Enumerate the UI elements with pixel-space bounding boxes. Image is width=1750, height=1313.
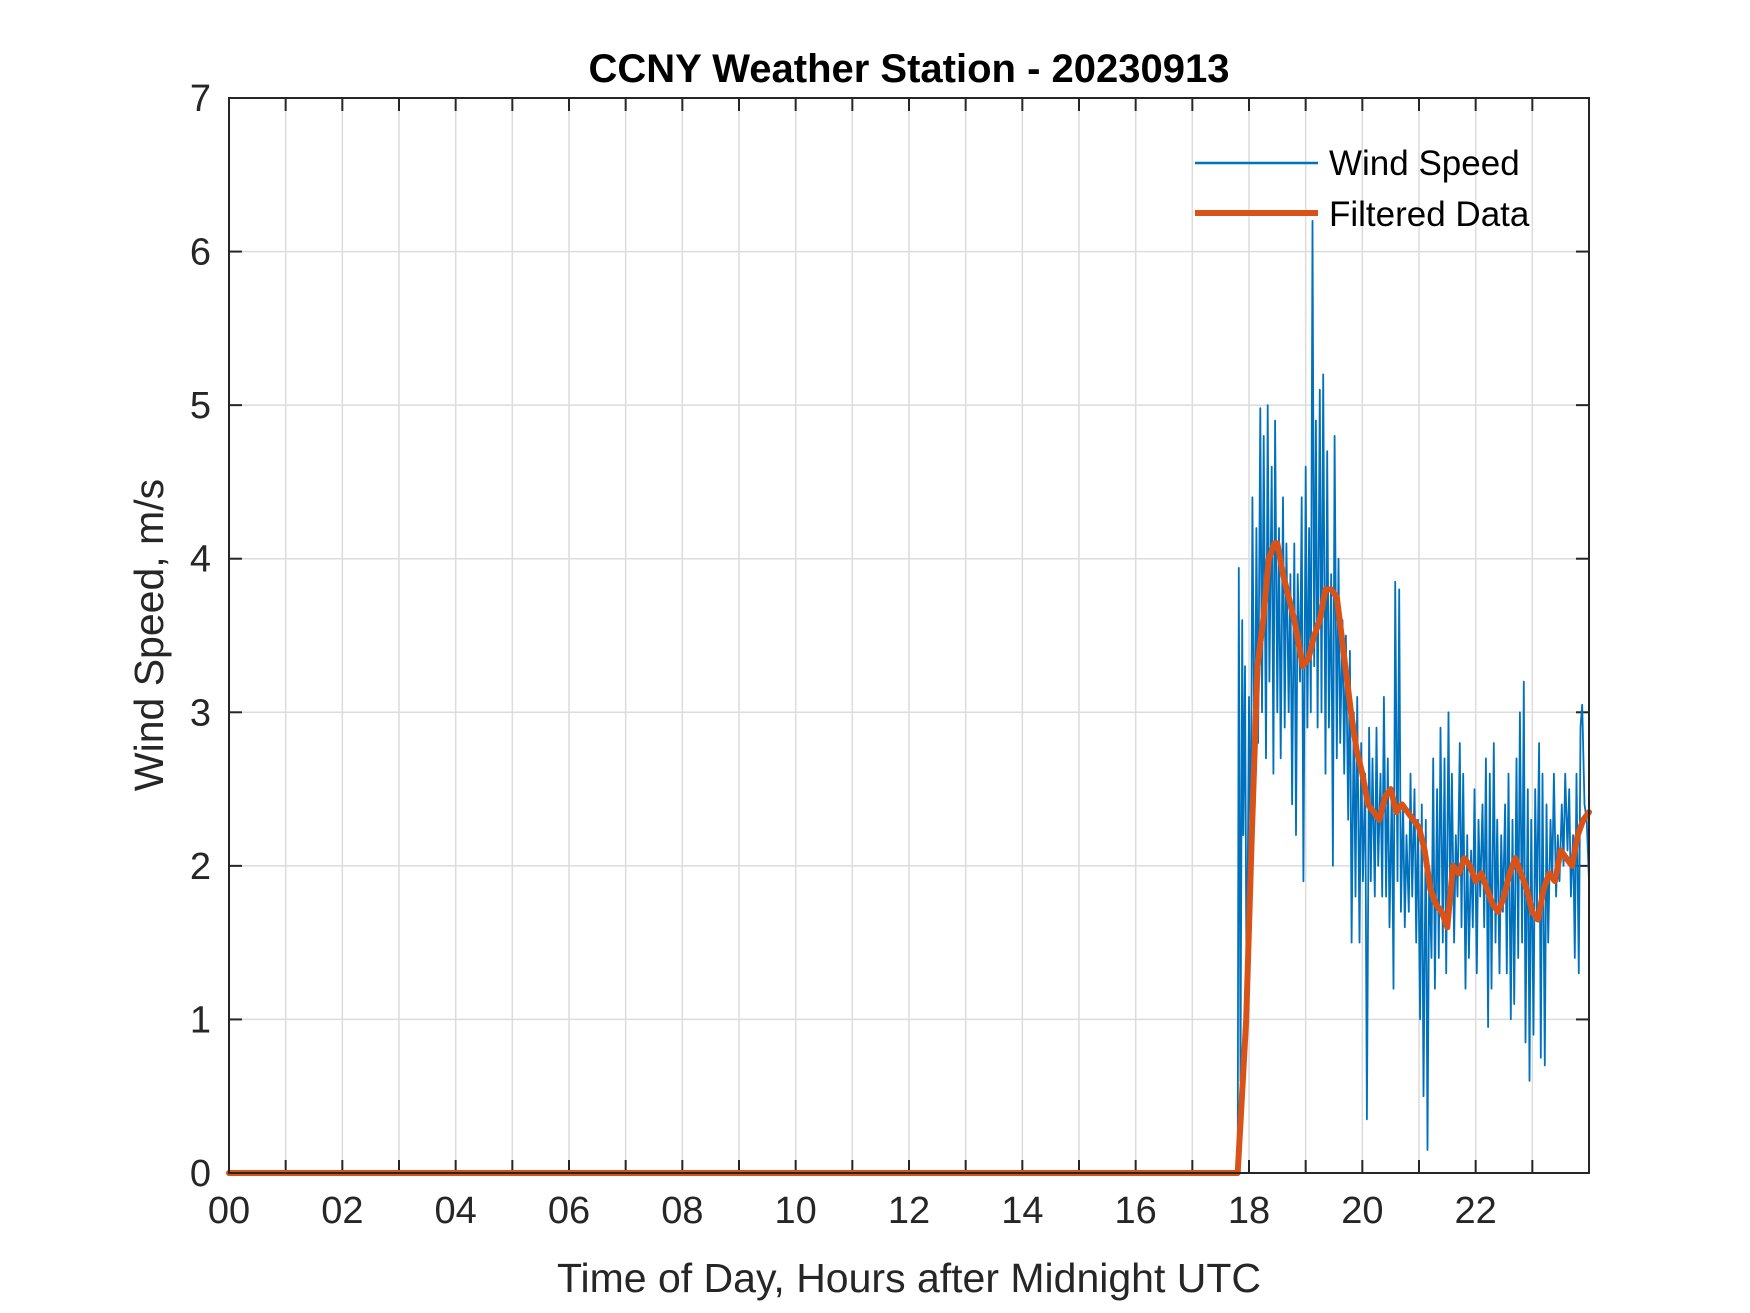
y-tick-label: 7 bbox=[190, 78, 211, 120]
x-tick-label: 14 bbox=[1001, 1190, 1043, 1232]
y-tick-label: 1 bbox=[190, 999, 211, 1041]
legend-label-wind-speed: Wind Speed bbox=[1329, 144, 1520, 183]
x-tick-label: 12 bbox=[888, 1190, 930, 1232]
series-layer bbox=[226, 219, 1592, 1176]
y-tick-label: 3 bbox=[190, 692, 211, 734]
y-tick-label: 5 bbox=[190, 385, 211, 427]
x-tick-label: 16 bbox=[1115, 1190, 1157, 1232]
x-tick-label: 22 bbox=[1455, 1190, 1497, 1232]
x-tick-label: 06 bbox=[548, 1190, 590, 1232]
legend-label-filtered-data: Filtered Data bbox=[1329, 195, 1530, 234]
y-tick-label: 2 bbox=[190, 846, 211, 888]
y-tick-label: 6 bbox=[190, 232, 211, 274]
x-tick-label: 04 bbox=[435, 1190, 477, 1232]
x-tick-label: 00 bbox=[208, 1190, 250, 1232]
y-tick-label: 4 bbox=[190, 539, 211, 581]
plot-border bbox=[228, 97, 1590, 1174]
x-tick-label: 08 bbox=[661, 1190, 703, 1232]
x-tick-label: 10 bbox=[775, 1190, 817, 1232]
series-line-filtered-data bbox=[226, 540, 1592, 1176]
legend: Wind Speed Filtered Data bbox=[1195, 144, 1530, 234]
x-tick-label: 02 bbox=[321, 1190, 363, 1232]
chart-title: CCNY Weather Station - 20230913 bbox=[589, 47, 1230, 91]
x-axis-label: Time of Day, Hours after Midnight UTC bbox=[557, 1255, 1261, 1301]
x-tick-label: 20 bbox=[1341, 1190, 1383, 1232]
x-tick-label: 18 bbox=[1228, 1190, 1270, 1232]
series-line-wind-speed bbox=[228, 219, 1590, 1174]
y-tick-label: 0 bbox=[190, 1153, 211, 1195]
y-axis-label: Wind Speed, m/s bbox=[126, 479, 172, 791]
